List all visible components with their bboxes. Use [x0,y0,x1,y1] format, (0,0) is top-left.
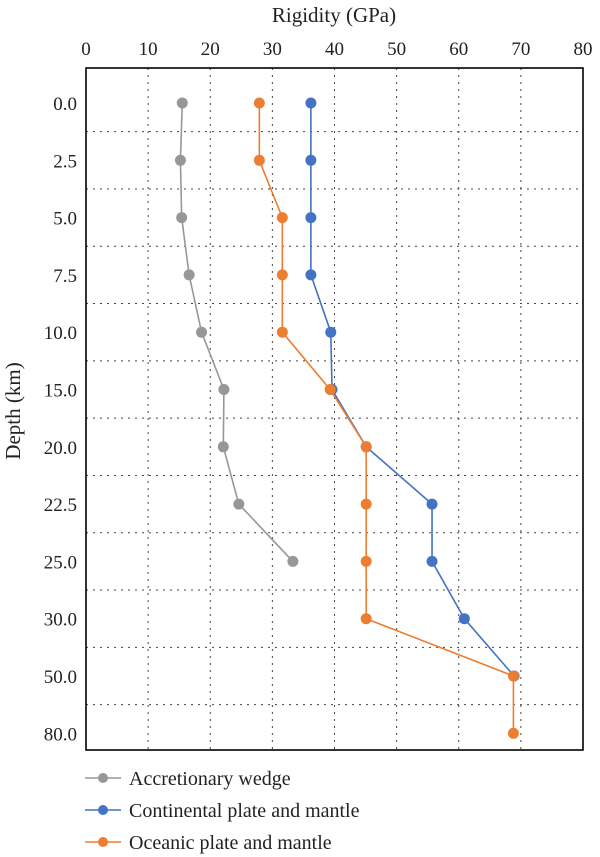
data-point [360,498,372,510]
legend-label: Continental plate and mantle [129,800,360,822]
data-series [174,97,520,739]
x-tick-label: 10 [139,39,158,60]
legend: Accretionary wedge Continental plate and … [85,768,360,854]
data-point [233,498,245,510]
data-point [305,212,317,224]
data-point [426,555,438,567]
legend-label: Accretionary wedge [129,768,291,790]
data-point [458,613,470,625]
data-point [325,326,337,338]
y-tick-label: 15.0 [44,381,77,402]
series-line [258,103,515,734]
grid-lines [86,68,583,750]
y-tick-label: 10.0 [44,323,77,344]
legend-item: Oceanic plate and mantle [85,832,332,854]
x-tick-label: 80 [574,39,593,60]
y-tick-label: 80.0 [44,724,77,745]
data-point [276,212,288,224]
data-point [426,498,438,510]
data-point [276,326,288,338]
data-point [360,613,372,625]
data-point [218,384,230,395]
y-axis-title: Depth (km) [1,362,25,459]
data-point [305,97,317,109]
y-tick-label: 30.0 [44,610,77,631]
series-oceanic-plate-and-mantle [253,97,519,739]
legend-swatch-marker [98,773,108,783]
data-point [507,670,519,682]
data-point [217,441,229,453]
x-tick-label: 50 [387,39,406,60]
series-continental-plate-and-mantle [305,97,520,682]
data-point [360,441,372,453]
series-accretionary-wedge [174,97,299,567]
series-line [310,103,515,677]
legend-swatch-marker [98,805,108,815]
legend-item: Continental plate and mantle [85,800,360,822]
data-point [324,384,336,395]
data-point [360,555,372,567]
y-tick-label: 5.0 [53,209,77,230]
y-tick-labels: 0.0 2.5 5.0 7.5 10.0 15.0 20.0 22.5 25.0 30.0 50.0… [44,94,77,745]
x-tick-label: 20 [201,39,220,60]
x-tick-label: 40 [325,39,344,60]
y-tick-label: 0.0 [53,94,77,115]
y-tick-label: 7.5 [53,266,77,287]
y-tick-label: 25.0 [44,552,77,573]
x-axis-title: Rigidity (GPa) [272,3,396,27]
x-tick-labels: 0 10 20 30 40 50 60 70 80 [81,39,592,60]
data-point [183,269,195,281]
x-tick-label: 0 [81,39,91,60]
data-point [276,269,288,281]
x-tick-label: 30 [263,39,282,60]
data-point [253,97,265,109]
y-tick-label: 22.5 [44,495,77,516]
data-point [176,97,188,109]
data-point [253,154,265,166]
data-point [176,212,188,224]
x-tick-label: 60 [449,39,468,60]
legend-label: Oceanic plate and mantle [129,832,332,854]
plot-area-frame [85,67,584,751]
y-tick-label: 50.0 [44,667,77,688]
legend-swatch-marker [98,837,108,847]
data-point [196,326,208,338]
x-tick-label: 70 [511,39,530,60]
data-point [305,154,317,166]
y-tick-label: 20.0 [44,438,77,459]
data-point [287,555,299,567]
data-point [174,154,186,166]
data-point [305,269,317,281]
data-point [507,727,519,739]
y-tick-label: 2.5 [53,151,77,172]
legend-item: Accretionary wedge [85,768,291,790]
